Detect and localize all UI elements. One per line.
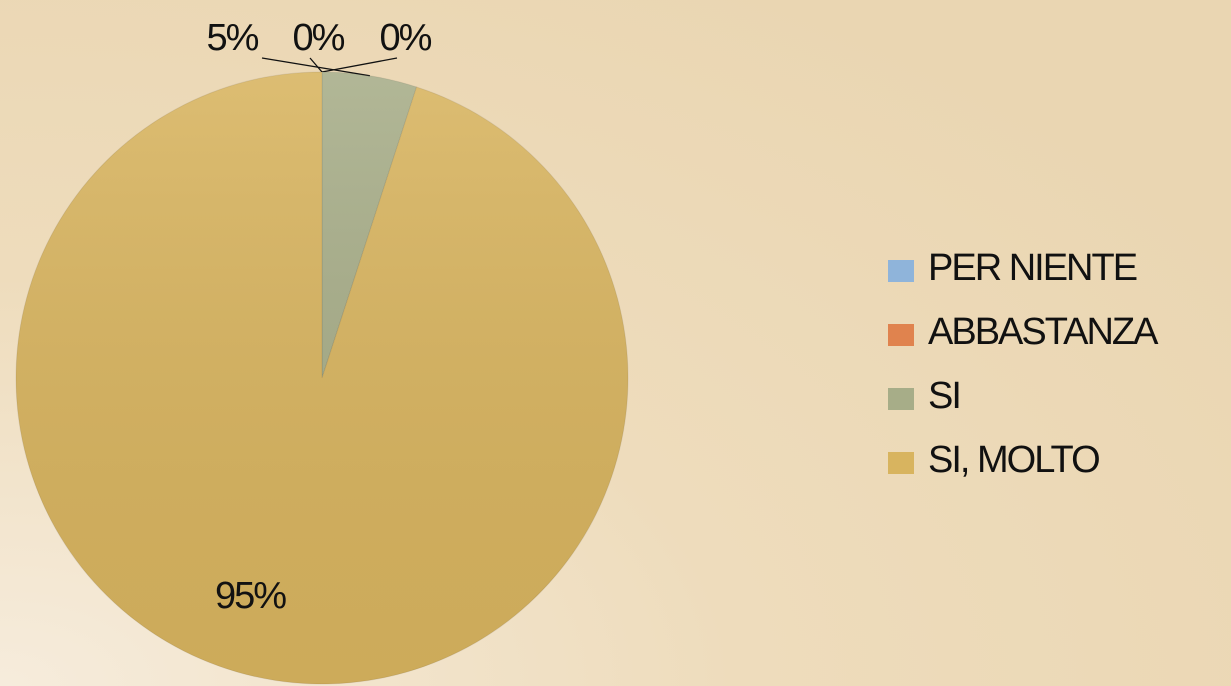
leader-line: [261, 57, 370, 77]
legend-label: SI: [928, 375, 960, 417]
legend-label: ABBASTANZA: [928, 311, 1159, 353]
data-label: 0%: [380, 17, 432, 59]
pie-shade: [16, 72, 628, 684]
legend-swatch: [888, 324, 914, 346]
data-label: 0%: [293, 17, 345, 59]
legend-swatch: [888, 452, 914, 474]
data-label: 5%: [207, 17, 259, 59]
legend-label: PER NIENTE: [928, 247, 1137, 289]
legend-label: SI, MOLTO: [928, 439, 1099, 481]
legend-swatch: [888, 260, 914, 282]
leader-line: [309, 57, 323, 73]
legend-swatch: [888, 388, 914, 410]
